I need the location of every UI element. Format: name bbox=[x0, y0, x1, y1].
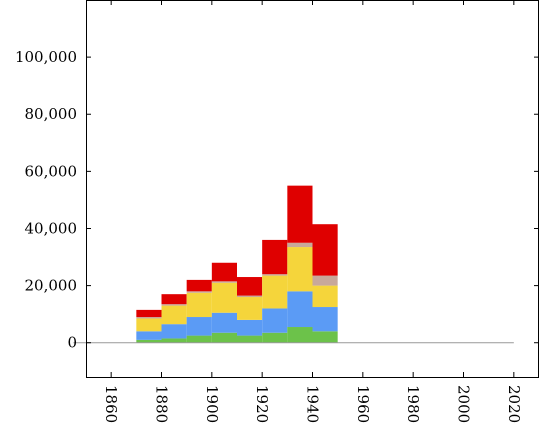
bar-segment bbox=[287, 327, 313, 343]
x-tick-label: 2020 bbox=[505, 385, 523, 423]
bar-segment bbox=[262, 275, 288, 309]
bar-segment bbox=[312, 307, 338, 332]
y-tick-label: 100,000 bbox=[15, 48, 77, 66]
bar-segment bbox=[237, 277, 263, 296]
bar-segment bbox=[287, 242, 313, 248]
x-tick-label: 1920 bbox=[253, 385, 271, 423]
x-tick-label: 1880 bbox=[153, 385, 171, 423]
y-tick-label: 80,000 bbox=[25, 105, 78, 123]
bar-segment bbox=[136, 309, 162, 318]
y-tick-label: 40,000 bbox=[25, 219, 78, 237]
bar-segment bbox=[287, 185, 313, 243]
x-tick-label: 1940 bbox=[304, 385, 322, 423]
x-tick-label: 1960 bbox=[354, 385, 372, 423]
y-tick-label: 60,000 bbox=[25, 162, 78, 180]
x-tick-labels: 1860 1880 1900 1920 1940 1960 1980 2000 2020 bbox=[102, 385, 523, 423]
bar-segment bbox=[211, 282, 237, 313]
bar-segment bbox=[161, 324, 187, 339]
ticks-layer bbox=[86, 0, 539, 377]
bar-segment bbox=[186, 292, 212, 318]
bar-segment bbox=[186, 317, 212, 336]
bar-segment bbox=[312, 224, 338, 276]
bar-segment bbox=[136, 331, 162, 340]
bar-segment bbox=[312, 331, 338, 343]
x-tick-label: 1900 bbox=[203, 385, 221, 423]
bar-segment bbox=[312, 285, 338, 308]
y-tick-label: 0 bbox=[67, 334, 77, 352]
y-tick-label: 20,000 bbox=[25, 277, 78, 295]
bar-segment bbox=[161, 294, 187, 305]
bar-segment bbox=[262, 274, 288, 276]
bars-layer bbox=[136, 185, 338, 343]
bar-segment bbox=[262, 308, 288, 333]
bar-segment bbox=[186, 335, 212, 343]
bar-segment bbox=[287, 291, 313, 328]
bar-segment bbox=[237, 335, 263, 343]
bar-segment bbox=[262, 239, 288, 275]
bar-segment bbox=[211, 281, 237, 283]
bar-segment bbox=[136, 339, 162, 343]
bar-segment bbox=[211, 312, 237, 333]
x-tick-label: 1980 bbox=[404, 385, 422, 423]
bar-segment bbox=[161, 338, 187, 343]
bar-segment bbox=[136, 318, 162, 332]
bar-segment bbox=[211, 332, 237, 343]
bar-segment bbox=[262, 332, 288, 343]
bar-segment bbox=[237, 319, 263, 336]
x-tick-label: 1860 bbox=[102, 385, 120, 423]
bar-segment bbox=[237, 297, 263, 320]
bar-segment bbox=[312, 275, 338, 286]
bar-segment bbox=[211, 262, 237, 282]
bar-segment bbox=[287, 247, 313, 292]
bar-segment bbox=[161, 305, 187, 325]
bar-segment bbox=[186, 279, 212, 292]
x-tick-label: 2000 bbox=[455, 385, 473, 423]
bar-segment bbox=[161, 304, 187, 306]
bar-segment bbox=[136, 317, 162, 319]
bar-segment bbox=[186, 291, 212, 293]
bar-segment bbox=[237, 295, 263, 298]
y-tick-labels: 0 20,000 40,000 60,000 80,000 100,000 bbox=[15, 48, 77, 352]
